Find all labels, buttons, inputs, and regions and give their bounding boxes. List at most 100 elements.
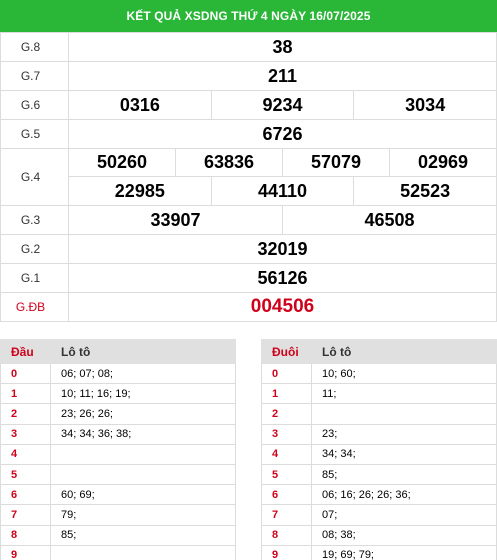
table-row: 8 08; 38; (261, 524, 497, 546)
table-row: 1 11; (261, 383, 497, 405)
prize-number: 3034 (353, 91, 496, 119)
dau-key: 5 (0, 463, 51, 486)
dau-key: 7 (0, 504, 51, 526)
duoi-key: 2 (261, 403, 312, 425)
dau-key: 0 (0, 362, 51, 385)
prize-row-g3: G.3 33907 46508 (0, 205, 497, 235)
prize-label: G.5 (0, 119, 69, 149)
prize-number: 9234 (210, 91, 354, 119)
table-row: 8 85; (0, 524, 236, 546)
duoi-header: Đuôi (261, 339, 312, 364)
duoi-key: 7 (261, 504, 312, 526)
prize-label: G.1 (0, 263, 69, 293)
prize-row-g8: G.8 38 (0, 32, 497, 62)
prize-table: G.8 38 G.7 211 G.6 0316 9234 3034 G.5 67… (0, 32, 497, 322)
prize-label: G.7 (0, 61, 69, 91)
prize-label: G.3 (0, 205, 69, 235)
special-prize-number: 004506 (250, 296, 315, 317)
prize-number: 46508 (282, 206, 496, 234)
table-row: 3 34; 34; 36; 38; (0, 423, 236, 445)
prize-number: 63836 (175, 149, 282, 176)
prize-number: 50260 (96, 152, 148, 172)
loto-values (50, 544, 236, 560)
loto-values (311, 403, 497, 425)
dau-key: 1 (0, 383, 51, 405)
dau-key: 8 (0, 524, 51, 546)
duoi-key: 5 (261, 463, 312, 486)
results-title: KẾT QUẢ XSDNG THỨ 4 NGÀY 16/07/2025 (126, 9, 371, 23)
duoi-key: 3 (261, 423, 312, 445)
loto-values: 23; 26; 26; (50, 403, 236, 425)
loto-values: 34; 34; 36; 38; (50, 423, 236, 445)
prize-number: 57079 (282, 149, 389, 176)
table-row: 0 06; 07; 08; (0, 362, 236, 385)
prize-row-g1: G.1 56126 (0, 263, 497, 293)
prize-number: 0316 (119, 94, 160, 115)
table-row: 7 79; (0, 504, 236, 526)
table-row: 0 10; 60; (261, 362, 497, 385)
prize-number: 33907 (150, 209, 201, 230)
loto-values: 08; 38; (311, 524, 497, 546)
prize-number: 32019 (257, 238, 308, 259)
dau-key: 9 (0, 544, 51, 560)
table-row: 6 60; 69; (0, 484, 236, 506)
prize-number: 38 (272, 36, 293, 57)
duoi-key: 8 (261, 524, 312, 546)
prize-number: 44110 (210, 177, 354, 205)
duoi-key: 1 (261, 383, 312, 405)
table-row: 2 (261, 403, 497, 425)
loto-header: Lô tô (50, 339, 236, 364)
dau-key: 6 (0, 484, 51, 506)
prize-label: G.4 (0, 148, 69, 206)
prize-label: G.6 (0, 90, 69, 120)
table-row: 9 19; 69; 79; (261, 544, 497, 560)
table-row: 5 85; (261, 463, 497, 486)
prize-number: 6726 (262, 123, 303, 144)
duoi-key: 4 (261, 443, 312, 465)
prize-row-g2: G.2 32019 (0, 234, 497, 264)
dau-key: 4 (0, 443, 51, 465)
dau-key: 2 (0, 403, 51, 425)
table-row: 4 (0, 443, 236, 465)
table-row: 1 10; 11; 16; 19; (0, 383, 236, 405)
loto-values: 06; 16; 26; 26; 36; (311, 484, 497, 506)
loto-values: 10; 60; (311, 362, 497, 385)
prize-label: G.2 (0, 234, 69, 264)
prize-label-special: G.ĐB (0, 292, 69, 322)
prize-number: 56126 (257, 267, 308, 288)
loto-values (50, 463, 236, 486)
loto-values: 07; (311, 504, 497, 526)
table-row: 3 23; (261, 423, 497, 445)
dau-key: 3 (0, 423, 51, 445)
loto-values: 85; (311, 463, 497, 486)
prize-row-g6: G.6 0316 9234 3034 (0, 90, 497, 120)
table-row: 7 07; (261, 504, 497, 526)
table-row: 6 06; 16; 26; 26; 36; (261, 484, 497, 506)
prize-number: 02969 (389, 149, 496, 176)
prize-row-g7: G.7 211 (0, 61, 497, 91)
loto-values: 10; 11; 16; 19; (50, 383, 236, 405)
loto-values: 79; (50, 504, 236, 526)
table-row: 4 34; 34; (261, 443, 497, 465)
duoi-key: 0 (261, 362, 312, 385)
table-row: 5 (0, 463, 236, 486)
table-row: 2 23; 26; 26; (0, 403, 236, 425)
loto-values: 60; 69; (50, 484, 236, 506)
prize-row-g5: G.5 6726 (0, 119, 497, 149)
loto-values: 34; 34; (311, 443, 497, 465)
prize-row-special: G.ĐB 004506 (0, 292, 497, 322)
table-row: 9 (0, 544, 236, 560)
duoi-key: 9 (261, 544, 312, 560)
prize-label: G.8 (0, 32, 69, 62)
loto-values: 23; (311, 423, 497, 445)
prize-number: 211 (267, 65, 298, 86)
loto-values: 11; (311, 383, 497, 405)
prize-number: 22985 (114, 180, 165, 201)
prize-row-g4: G.4 50260 63836 57079 02969 22985 44110 … (0, 148, 497, 206)
dau-loto-table: Đầu Lô tô 0 06; 07; 08; 1 10; 11; 16; 19; … (0, 339, 236, 560)
loto-values (50, 443, 236, 465)
loto-values: 19; 69; 79; (311, 544, 497, 560)
duoi-key: 6 (261, 484, 312, 506)
prize-number: 52523 (353, 177, 496, 205)
loto-values: 06; 07; 08; (50, 362, 236, 385)
